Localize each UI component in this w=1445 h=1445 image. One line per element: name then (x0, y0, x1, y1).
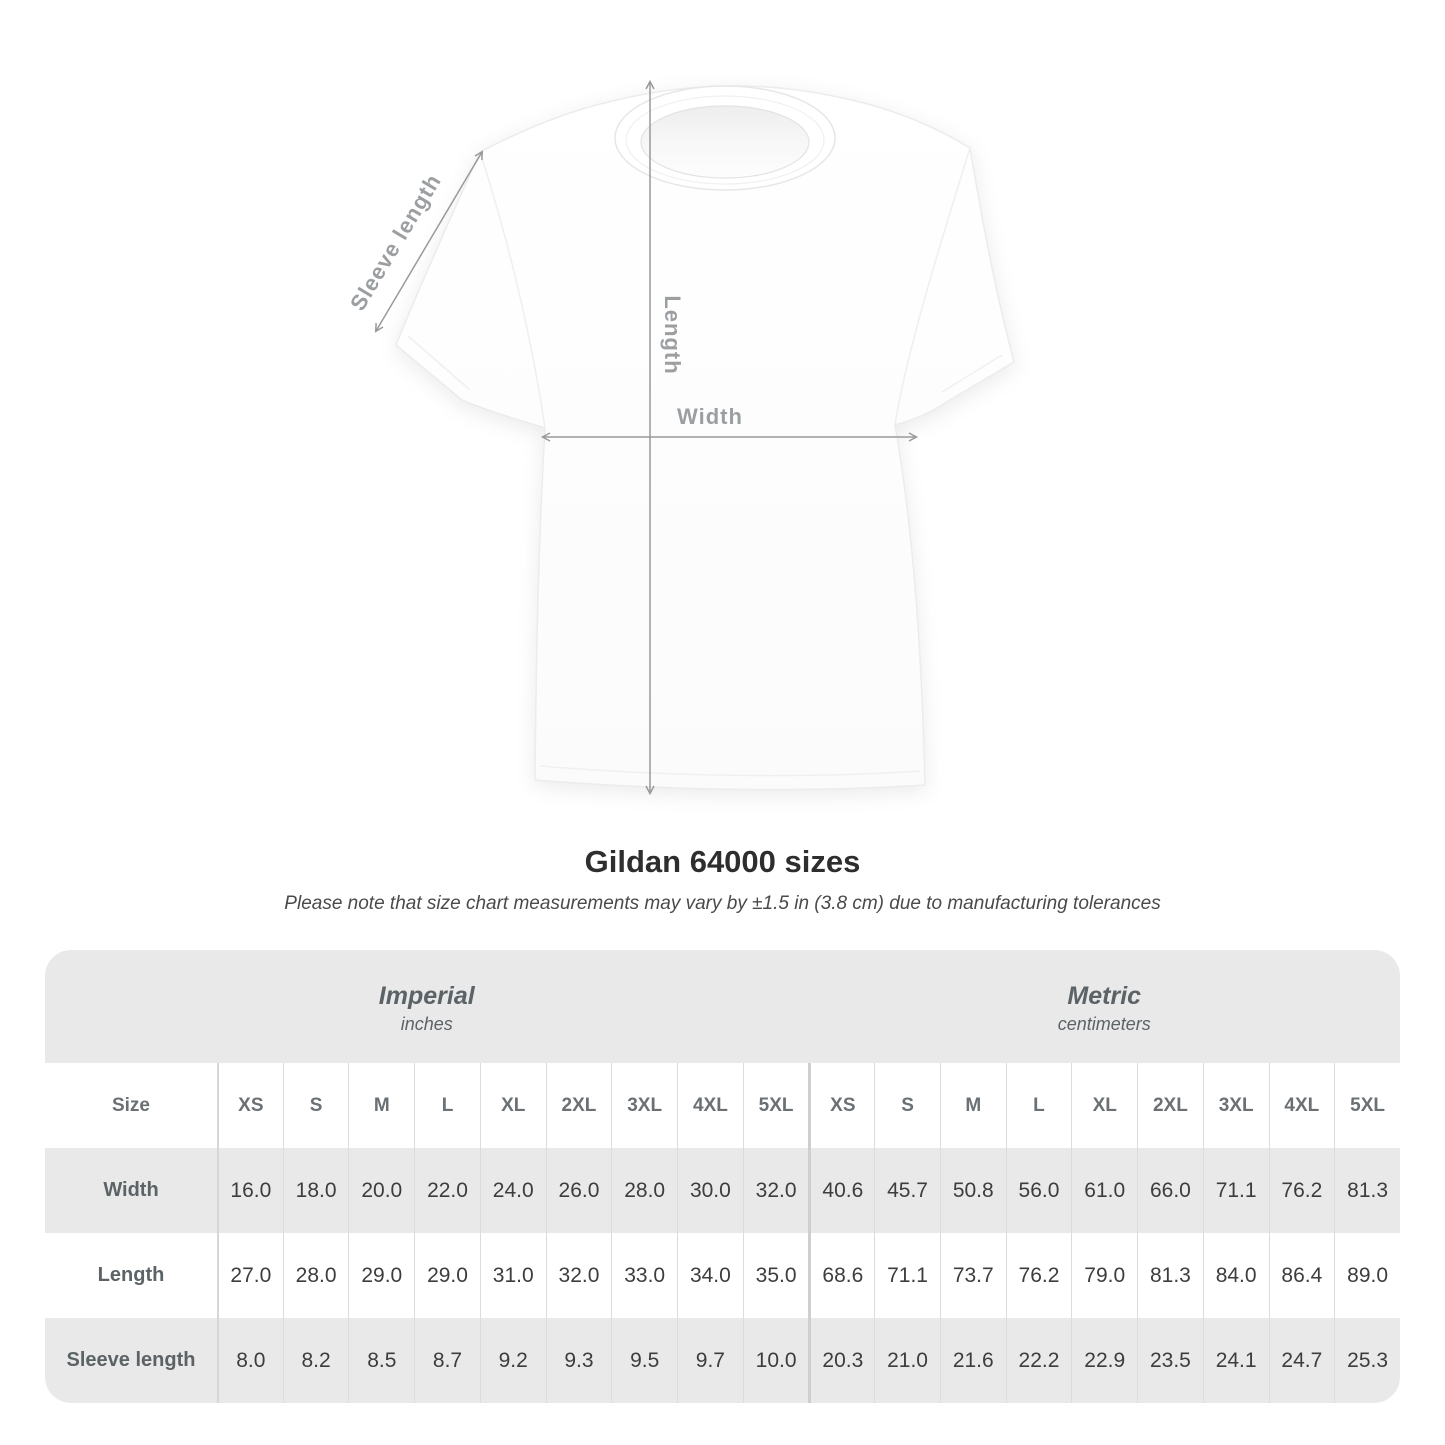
length-metric-4xl: 86.4 (1268, 1233, 1335, 1318)
length-imperial-xs: 27.0 (217, 1233, 283, 1318)
size-header-imperial-l: L (414, 1063, 480, 1148)
sleeve-length-arrow (374, 150, 484, 333)
width-imperial-m: 20.0 (348, 1148, 415, 1233)
length-imperial-5xl: 35.0 (742, 1233, 809, 1318)
size-header-imperial-2xl: 2XL (545, 1063, 612, 1148)
sleeve-length-row: Sleeve length 8.0 8.2 8.5 8.7 9.2 9.3 9.… (45, 1318, 1400, 1403)
length-metric-xl: 79.0 (1071, 1233, 1137, 1318)
length-metric-5xl: 89.0 (1334, 1233, 1400, 1318)
length-imperial-xl: 31.0 (479, 1233, 546, 1318)
sleeve-metric-3xl: 24.1 (1202, 1318, 1269, 1403)
width-imperial-5xl: 32.0 (742, 1148, 809, 1233)
size-header-metric-xl: XL (1071, 1063, 1137, 1148)
metric-unit: centimeters (1057, 1014, 1151, 1035)
length-imperial-2xl: 32.0 (545, 1233, 612, 1318)
length-imperial-3xl: 33.0 (611, 1233, 677, 1318)
width-imperial-s: 18.0 (282, 1148, 349, 1233)
size-header-metric-4xl: 4XL (1268, 1063, 1335, 1148)
size-header-metric-xs: XS (808, 1063, 874, 1148)
length-metric-m: 73.7 (939, 1233, 1006, 1318)
width-imperial-xl: 24.0 (479, 1148, 546, 1233)
sleeve-imperial-3xl: 9.5 (611, 1318, 678, 1403)
size-header-metric-m: M (939, 1063, 1006, 1148)
width-metric-5xl: 81.3 (1334, 1148, 1400, 1233)
length-metric-l: 76.2 (1005, 1233, 1072, 1318)
length-imperial-m: 29.0 (348, 1233, 414, 1318)
length-metric-s: 71.1 (874, 1233, 940, 1318)
width-metric-xl: 61.0 (1071, 1148, 1138, 1233)
size-header-metric-5xl: 5XL (1334, 1063, 1400, 1148)
length-imperial-l: 29.0 (414, 1233, 480, 1318)
imperial-label: Imperial (378, 981, 475, 1010)
width-imperial-2xl: 26.0 (545, 1148, 612, 1233)
width-label: Width (677, 404, 743, 429)
length-row: Length 27.0 28.0 29.0 29.0 31.0 32.0 33.… (45, 1233, 1400, 1318)
sleeve-imperial-s: 8.2 (282, 1318, 349, 1403)
sleeve-metric-5xl: 25.3 (1334, 1318, 1400, 1403)
width-row: Width 16.0 18.0 20.0 22.0 24.0 26.0 28.0… (45, 1148, 1400, 1233)
tshirt-illustration: Length Width Sleeve length (345, 79, 1015, 796)
length-row-label: Length (97, 1264, 165, 1286)
size-header-imperial-5xl: 5XL (742, 1063, 809, 1148)
size-header-imperial-4xl: 4XL (677, 1063, 743, 1148)
sleeve-imperial-xs: 8.0 (217, 1318, 283, 1403)
width-imperial-xs: 16.0 (217, 1148, 283, 1233)
width-imperial-3xl: 28.0 (611, 1148, 678, 1233)
size-header-imperial-xs: XS (217, 1063, 283, 1148)
width-metric-m: 50.8 (939, 1148, 1006, 1233)
size-header-metric-2xl: 2XL (1137, 1063, 1203, 1148)
size-header-metric-3xl: 3XL (1202, 1063, 1269, 1148)
sleeve-imperial-l: 8.7 (414, 1318, 480, 1403)
width-row-label: Width (45, 1148, 217, 1233)
sleeve-metric-xs: 20.3 (808, 1318, 875, 1403)
width-metric-s: 45.7 (874, 1148, 940, 1233)
size-header-metric-l: L (1005, 1063, 1072, 1148)
size-chart-table: Imperial inches Metric centimeters Size … (45, 950, 1400, 1403)
width-metric-3xl: 71.1 (1202, 1148, 1269, 1233)
sleeve-metric-2xl: 23.5 (1137, 1318, 1203, 1403)
length-imperial-s: 28.0 (282, 1233, 349, 1318)
sleeve-imperial-5xl: 10.0 (742, 1318, 809, 1403)
sleeve-metric-s: 21.0 (874, 1318, 940, 1403)
tolerance-note: Please note that size chart measurements… (284, 893, 1161, 914)
size-header-metric-s: S (874, 1063, 940, 1148)
width-imperial-4xl: 30.0 (677, 1148, 743, 1233)
width-metric-l: 56.0 (1005, 1148, 1072, 1233)
size-header-imperial-s: S (282, 1063, 349, 1148)
sleeve-metric-m: 21.6 (939, 1318, 1006, 1403)
metric-group-header: Metric centimeters (808, 950, 1400, 1063)
length-imperial-4xl: 34.0 (677, 1233, 743, 1318)
sleeve-imperial-2xl: 9.3 (545, 1318, 612, 1403)
tshirt-measurement-diagram: Length Width Sleeve length (330, 60, 1070, 820)
size-header-imperial-xl: XL (479, 1063, 546, 1148)
imperial-group-header: Imperial inches (45, 950, 809, 1063)
size-header-row: Size XS S M L XL 2XL 3XL 4XL 5XL XS S M … (45, 1063, 1400, 1148)
sleeve-metric-xl: 22.9 (1071, 1318, 1138, 1403)
page-title: Gildan 64000 sizes (584, 844, 861, 879)
imperial-unit: inches (400, 1014, 453, 1035)
size-header-label: Size (111, 1094, 151, 1116)
length-metric-xs: 68.6 (808, 1233, 874, 1318)
sleeve-metric-l: 22.2 (1005, 1318, 1072, 1403)
metric-label: Metric (1067, 981, 1142, 1010)
sleeve-imperial-4xl: 9.7 (677, 1318, 743, 1403)
width-imperial-l: 22.0 (414, 1148, 480, 1233)
length-metric-3xl: 84.0 (1202, 1233, 1269, 1318)
unit-group-header-row: Imperial inches Metric centimeters (45, 950, 1400, 1063)
size-header-imperial-m: M (348, 1063, 414, 1148)
sleeve-imperial-xl: 9.2 (479, 1318, 546, 1403)
sleeve-imperial-m: 8.5 (348, 1318, 415, 1403)
width-metric-xs: 40.6 (808, 1148, 875, 1233)
width-metric-4xl: 76.2 (1268, 1148, 1335, 1233)
size-header-imperial-3xl: 3XL (611, 1063, 677, 1148)
width-metric-2xl: 66.0 (1137, 1148, 1203, 1233)
sleeve-metric-4xl: 24.7 (1268, 1318, 1335, 1403)
length-metric-2xl: 81.3 (1137, 1233, 1203, 1318)
length-label: Length (660, 295, 685, 374)
sleeve-row-label: Sleeve length (45, 1318, 217, 1403)
